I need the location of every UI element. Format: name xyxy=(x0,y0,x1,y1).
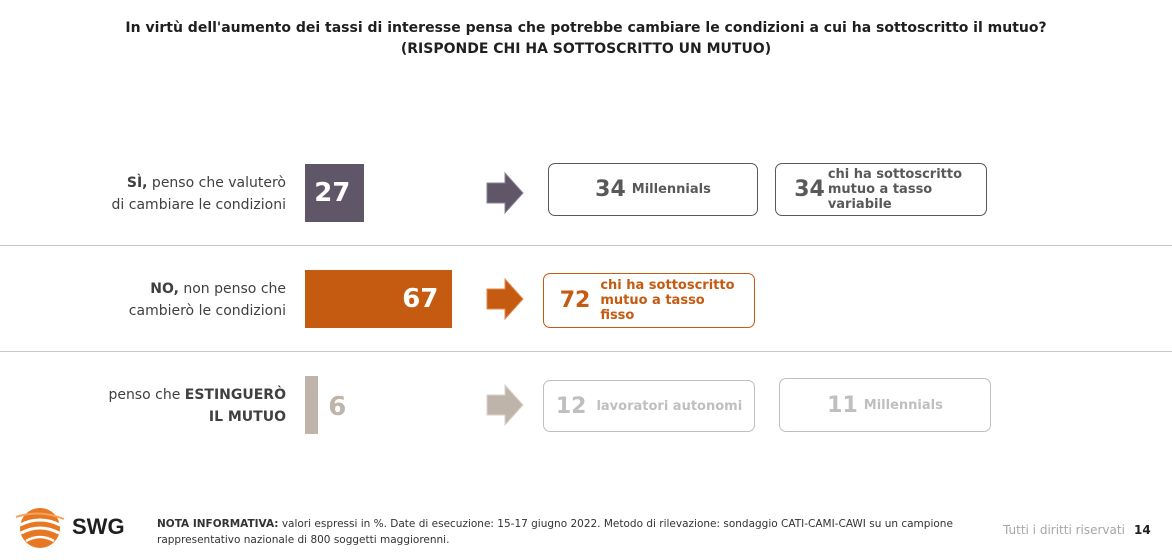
box-number: 12 xyxy=(555,393,587,419)
note-text: valori espressi in %. Date di esecuzione… xyxy=(157,518,953,546)
row-label-si-bold: SÌ, xyxy=(126,175,148,191)
box-number: 34 xyxy=(595,177,626,202)
bar-estinguero xyxy=(305,376,319,434)
bar-value-estinguero: 6 xyxy=(328,392,347,422)
box-text: lavoratori autonomi xyxy=(596,398,743,414)
breakdown-box-millennials-si: 34 Millennials xyxy=(548,163,758,216)
box-text: Millennials xyxy=(631,182,711,197)
bar-no xyxy=(305,270,453,328)
row-label-estinguero: penso che ESTINGUERÒ IL MUTUO xyxy=(6,384,286,428)
box-text: Millennials xyxy=(863,397,943,413)
row-divider xyxy=(0,351,1172,352)
row-divider xyxy=(0,245,1172,246)
row-label-no-line2: cambierò le condizioni xyxy=(128,303,286,319)
arrow-right-icon xyxy=(486,171,524,215)
breakdown-box-autonomi: 12 lavoratori autonomi xyxy=(543,380,755,432)
row-label-no-rest: non penso che xyxy=(178,281,286,297)
note-bold: NOTA INFORMATIVA: xyxy=(157,518,279,530)
box-number: 11 xyxy=(827,392,858,418)
bar-si xyxy=(305,164,365,222)
bar-value-si: 27 xyxy=(314,178,351,208)
box-number: 34 xyxy=(794,177,825,202)
row-label-si: SÌ, penso che valuterò di cambiare le co… xyxy=(6,172,286,216)
swg-logo-icon xyxy=(15,508,65,548)
row-label-si-rest: penso che valuterò xyxy=(147,175,286,191)
box-number: 72 xyxy=(559,288,591,313)
breakdown-box-variabile: 34 chi ha sottoscritto mutuo a tasso var… xyxy=(775,163,987,216)
arrow-right-icon xyxy=(486,383,524,427)
row-label-est-line2: IL MUTUO xyxy=(208,409,286,425)
row-label-no-bold: NO, xyxy=(150,281,179,297)
bar-value-no: 67 xyxy=(402,284,439,314)
rights-text: Tutti i diritti riservati xyxy=(1003,523,1125,537)
footer-note: NOTA INFORMATIVA: valori espressi in %. … xyxy=(157,516,987,548)
row-label-si-line2: di cambiare le condizioni xyxy=(111,197,286,213)
breakdown-box-millennials-est: 11 Millennials xyxy=(779,378,991,432)
title-line-1: In virtù dell'aumento dei tassi di inter… xyxy=(125,20,1047,36)
breakdown-box-fisso: 72 chi ha sottoscritto mutuo a tasso fis… xyxy=(543,273,755,328)
arrow-right-icon xyxy=(486,277,524,321)
row-label-est-pre: penso che xyxy=(108,387,185,403)
row-label-no: NO, non penso che cambierò le condizioni xyxy=(6,278,286,322)
swg-logo-text: SWG xyxy=(72,514,125,539)
box-text: chi ha sottoscritto mutuo a tasso variab… xyxy=(827,167,963,212)
row-label-est-bold: ESTINGUERÒ xyxy=(184,387,286,403)
box-text: chi ha sottoscritto mutuo a tasso fisso xyxy=(600,278,735,323)
chart-title: In virtù dell'aumento dei tassi di inter… xyxy=(0,18,1172,60)
title-line-2: (RISPONDE CHI HA SOTTOSCRITTO UN MUTUO) xyxy=(400,41,772,57)
page-number: 14 xyxy=(1134,523,1151,537)
